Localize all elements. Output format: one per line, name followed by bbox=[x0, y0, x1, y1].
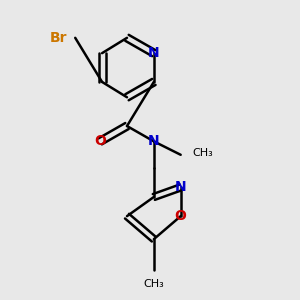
Text: N: N bbox=[175, 180, 187, 194]
Text: N: N bbox=[148, 134, 160, 148]
Text: N: N bbox=[148, 46, 160, 60]
Text: Br: Br bbox=[50, 31, 68, 45]
Text: O: O bbox=[94, 134, 106, 148]
Text: CH₃: CH₃ bbox=[143, 279, 164, 290]
Text: O: O bbox=[175, 209, 187, 223]
Text: CH₃: CH₃ bbox=[192, 148, 213, 158]
